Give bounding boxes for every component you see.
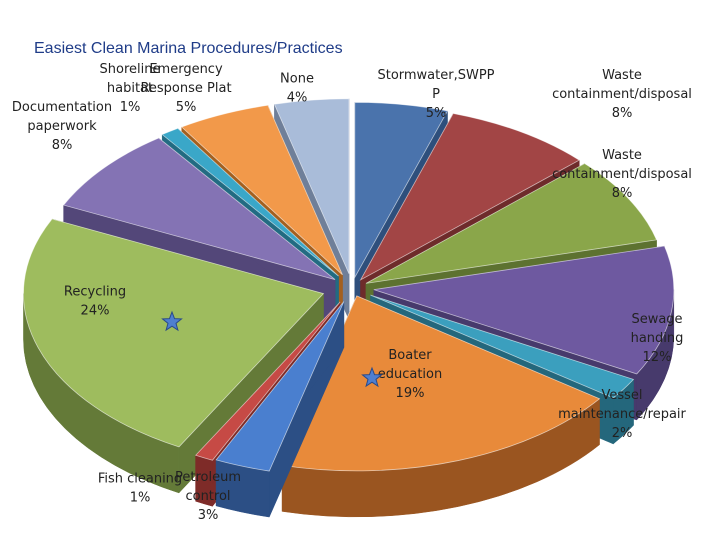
slice-label-0: Stormwater,SWPP P 5%: [377, 68, 494, 121]
slice-label-10: Shoreline habitat 1%: [100, 62, 161, 115]
slice-label-2: Waste containment/disposal 8%: [552, 148, 692, 201]
slice-label-9: Documentation paperwork 8%: [12, 100, 112, 153]
slice-label-1: Waste containment/disposal 8%: [552, 68, 692, 121]
slice-label-7: Fish cleaning 1%: [98, 472, 182, 506]
slice-label-11: Emergency Response Plat 5%: [140, 62, 231, 115]
star-icon: [161, 310, 183, 332]
slice-label-6: Petroleum control 3%: [175, 470, 241, 523]
chart-title: Easiest Clean Marina Procedures/Practice…: [34, 40, 343, 57]
slice-label-5: Boater education 19%: [378, 348, 443, 401]
slice-label-12: None 4%: [280, 72, 314, 106]
slice-label-4: Vessel maintenance/repair 2%: [558, 388, 686, 441]
pie-slice-8: [23, 218, 325, 494]
star-icon: [361, 366, 383, 388]
slice-label-8: Recycling 24%: [64, 285, 126, 319]
pie-slice-6: [215, 300, 345, 518]
slice-label-3: Sewage handing 12%: [631, 312, 684, 365]
